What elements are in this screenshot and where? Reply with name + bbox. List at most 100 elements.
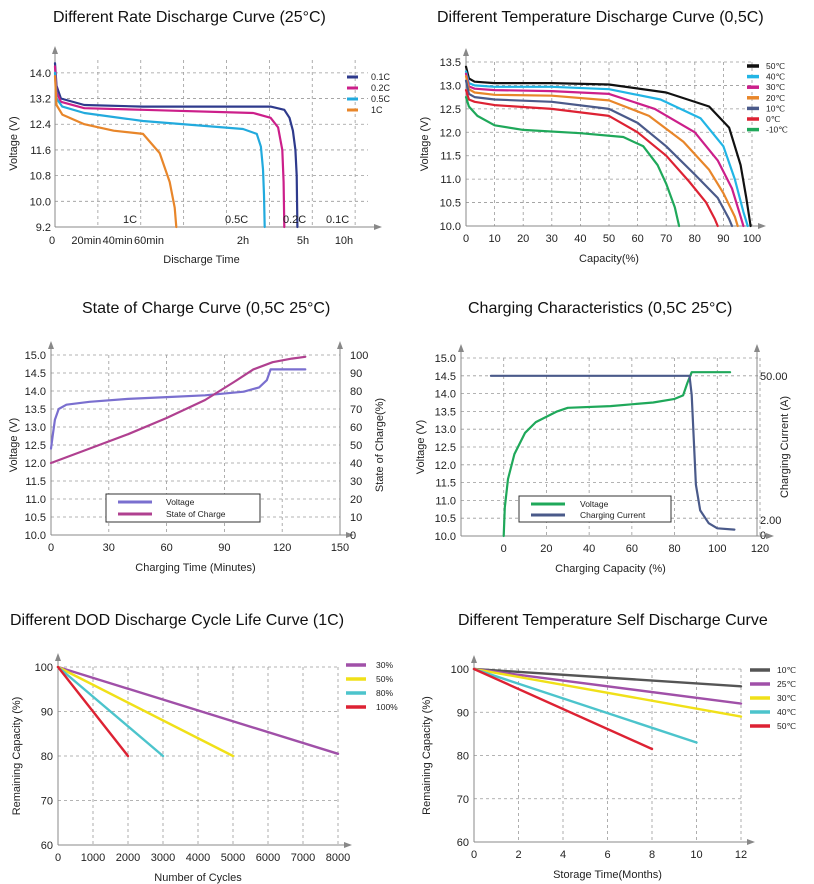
y-tick-label: 14.0 [435,389,456,401]
chart-title-state-of-charge: State of Charge Curve (0,5C 25°C) [82,300,331,317]
x-tick-label: 2h [237,235,249,247]
x-tick-label: 40 [583,543,595,555]
y-tick-label: 14.5 [435,371,456,383]
y2-tick-label: 50.00 [760,371,788,383]
series-line-0 [53,62,299,229]
x-axis-arrow [766,533,774,539]
x-tick-label: 10h [335,235,353,247]
x-tick-label: 12 [735,849,747,861]
y-tick-label: 11.0 [25,494,46,506]
legend-label: Charging Current [580,510,646,520]
y-axis-arrow [55,653,61,661]
y-axis-label: Remaining Capacity (%) [11,697,23,816]
series-line-0 [56,665,340,755]
x-tick-label: 2 [515,849,521,861]
y2-axis-label: State of Charge(%) [374,398,386,492]
y-axis-label: Voltage (V) [8,418,20,472]
legend-label: 50% [376,674,393,684]
legend-label: 40℃ [777,707,796,717]
y-tick-label: 90 [457,707,469,719]
x-tick-label: 0 [463,233,469,245]
x-tick-label: 3000 [151,852,175,864]
y-tick-label: 11.5 [440,151,461,163]
x-tick-label: 80 [668,543,680,555]
y-tick-label: 12.4 [30,119,51,131]
y2-tick-label: 90 [350,368,362,380]
y-tick-label: 11.0 [440,174,461,186]
x-axis-label: Capacity(%) [579,253,639,265]
x-tick-label: 30 [103,542,115,554]
x-tick-label: 90 [717,233,729,245]
series-line-2 [472,667,743,718]
y-tick-label: 11.5 [435,478,456,490]
y-tick-label: 90 [41,707,53,719]
x-tick-label: 40min [103,235,133,247]
y-tick-label: 12.0 [440,127,461,139]
x-tick-label: 10 [690,849,702,861]
x-tick-label: 5000 [221,852,245,864]
y-axis-arrow [471,655,477,663]
x-tick-label: 20 [517,233,529,245]
y2-axis-label: Charging Current (A) [779,396,791,498]
y-axis-arrow [754,344,760,352]
y-tick-label: 12.0 [25,458,46,470]
legend-label: Voltage [580,499,609,509]
y-tick-label: 14.0 [25,386,46,398]
y2-tick-label: 70 [350,404,362,416]
x-tick-label: 20 [540,543,552,555]
chart-title-temperature-discharge: Different Temperature Discharge Curve (0… [437,9,764,26]
chart-rate-discharge: 9.2 10.0 10.8 11.6 12.4 13.2 14.0 0 20min 40min 60… [8,46,391,266]
series-line-0 [472,667,743,688]
legend-label: 40℃ [766,72,785,82]
series-line-6 [464,96,681,228]
legend-box [105,493,261,523]
x-tick-label: 4000 [186,852,210,864]
series-line-1 [56,665,235,758]
legend-label: 20℃ [766,93,785,103]
y2-tick-label: 0 [760,530,766,542]
y-tick-label: 13.2 [30,94,51,106]
chart-self-discharge: 60 70 80 90 100 0 2 4 6 8 10 12 Remaining Capacity (… [421,655,796,881]
x-tick-label: 120 [273,542,291,554]
series-line-0 [502,371,732,538]
y2-tick-label: 10 [350,512,362,524]
legend-label: 50℃ [766,61,785,71]
series-line-3 [56,665,130,758]
series-line-1 [49,355,307,465]
y-tick-label: 13.5 [440,57,461,69]
legend-label: 30℃ [777,693,796,703]
x-tick-label: 4 [560,849,566,861]
series-line-3 [464,75,739,228]
legend-label: 0.1C [371,72,391,82]
series-line-0 [464,65,752,228]
y-tick-label: 10.5 [25,512,46,524]
chart-title-self-discharge: Different Temperature Self Discharge Cur… [458,612,768,629]
y-axis-label: Voltage (V) [419,117,431,171]
y-tick-label: 70 [457,794,469,806]
series-line-1 [472,667,743,705]
series-line-1 [464,70,749,228]
x-tick-label: 10 [488,233,500,245]
legend-label: 25℃ [777,679,796,689]
series-end-label: 0.2C [283,214,306,226]
y-tick-label: 13.5 [435,406,456,418]
y-tick-label: 9.2 [36,222,51,234]
y-axis-arrow [463,48,469,56]
x-tick-label: 6 [604,849,610,861]
x-axis-label: Charging Time (Minutes) [135,562,255,574]
legend-label: Voltage [166,497,195,507]
series-end-label: 1C [123,214,137,226]
series-line-2 [56,665,165,758]
y-tick-label: 10.0 [435,531,456,543]
x-tick-label: 60min [134,235,164,247]
legend-box [518,495,672,523]
x-tick-label: 6000 [256,852,280,864]
x-axis-label: Discharge Time [163,254,239,266]
y-tick-label: 15.0 [435,353,456,365]
y-tick-label: 13.0 [440,80,461,92]
x-tick-label: 0 [49,235,55,247]
y-axis-arrow [337,341,343,349]
